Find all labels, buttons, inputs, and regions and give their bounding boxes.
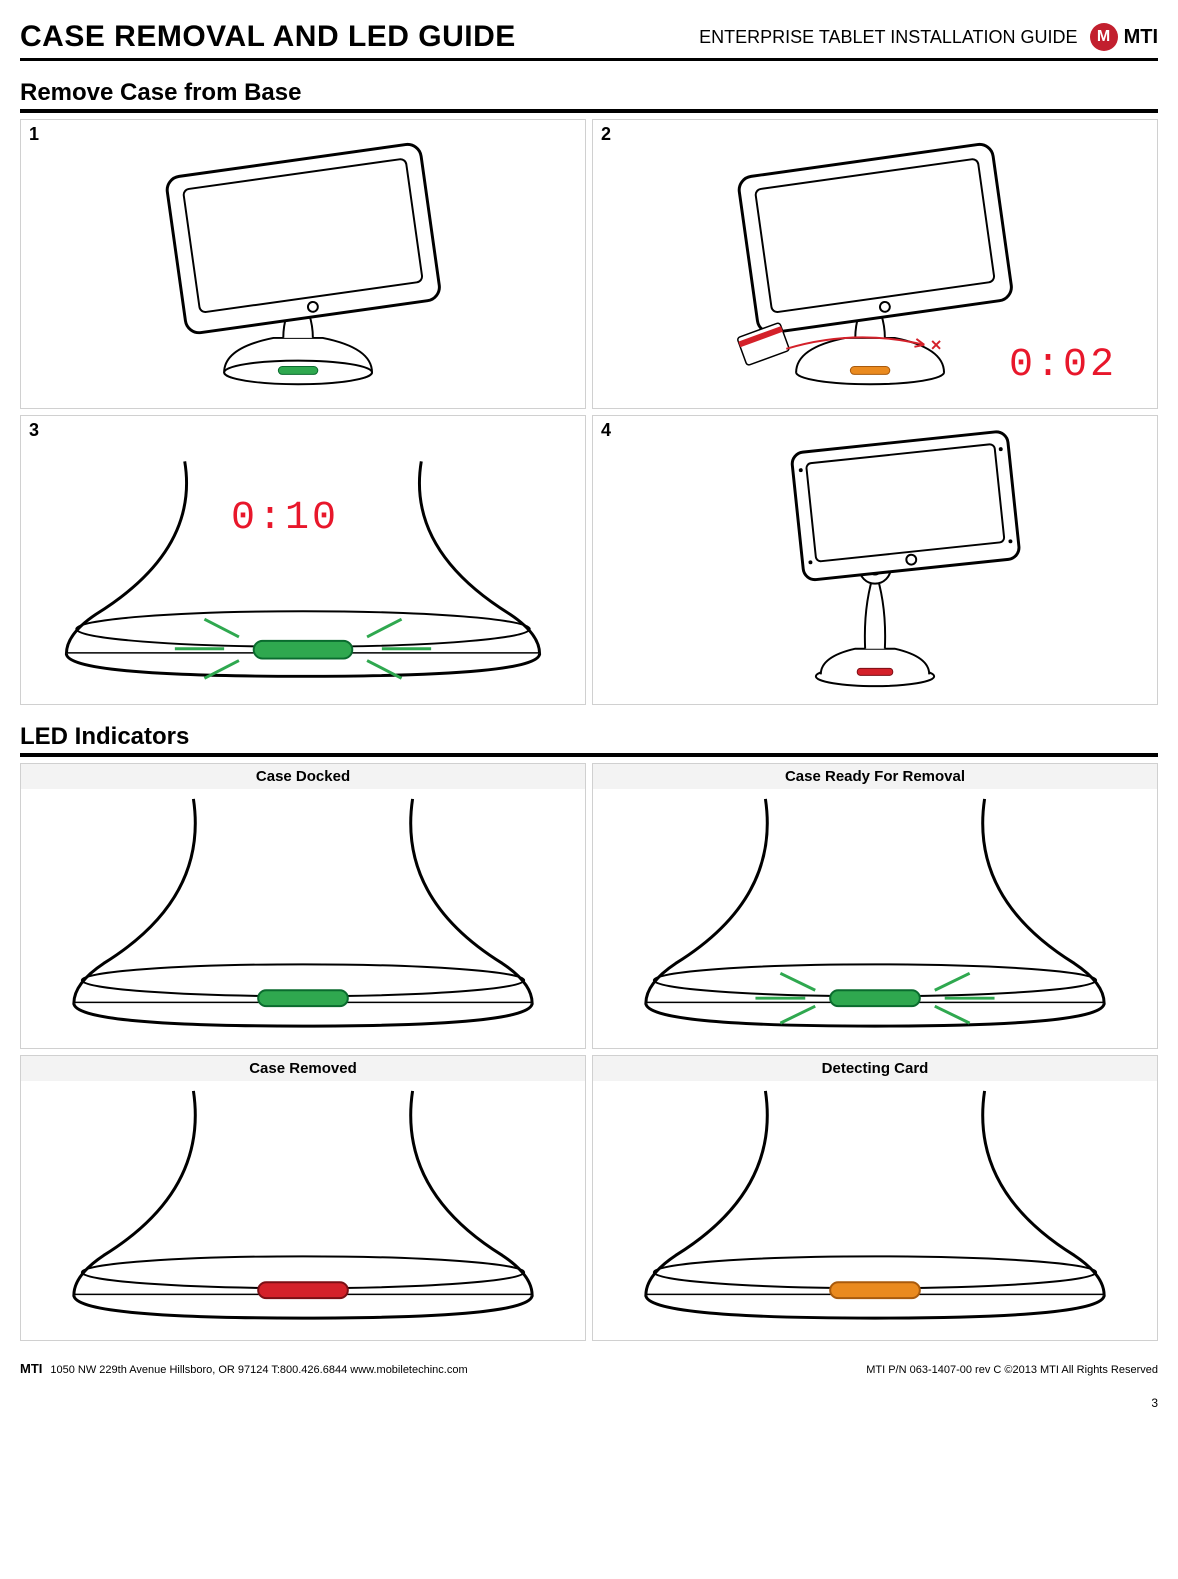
step-1-illustration xyxy=(27,126,579,402)
step-4-panel: 4 xyxy=(592,415,1158,705)
header: CASE REMOVAL AND LED GUIDE ENTERPRISE TA… xyxy=(20,20,1158,61)
step-number: 4 xyxy=(601,420,611,441)
page-number: 3 xyxy=(1151,1396,1158,1410)
step-4-illustration xyxy=(599,422,1151,698)
section-remove-title: Remove Case from Base xyxy=(20,79,1158,113)
led-docked-illustration xyxy=(21,789,585,1048)
led-ready: Case Ready For Removal xyxy=(592,763,1158,1049)
header-right: ENTERPRISE TABLET INSTALLATION GUIDE M M… xyxy=(699,23,1158,51)
led-removed: Case Removed xyxy=(20,1055,586,1341)
step-number: 2 xyxy=(601,124,611,145)
page: CASE REMOVAL AND LED GUIDE ENTERPRISE TA… xyxy=(0,0,1178,1416)
step-3-illustration xyxy=(27,422,579,698)
led-detect-label: Detecting Card xyxy=(592,1055,1158,1081)
led-detect: Detecting Card xyxy=(592,1055,1158,1341)
led-docked: Case Docked xyxy=(20,763,586,1049)
led-ready-illustration xyxy=(593,789,1157,1048)
section-led-title: LED Indicators xyxy=(20,723,1158,757)
brand-logo: M MTI xyxy=(1090,23,1158,51)
step-3-panel: 3 0:10 xyxy=(20,415,586,705)
led-removed-illustration xyxy=(21,1081,585,1340)
footer-address: 1050 NW 229th Avenue Hillsboro, OR 97124… xyxy=(50,1364,467,1376)
footer-brand: MTI xyxy=(20,1361,42,1376)
step-2-panel: 2 0:02 xyxy=(592,119,1158,409)
footer-rights: MTI P/N 063-1407-00 rev C ©2013 MTI All … xyxy=(866,1364,1158,1376)
led-detect-illustration xyxy=(593,1081,1157,1340)
led-docked-label: Case Docked xyxy=(20,763,586,789)
step-3-timer: 0:10 xyxy=(231,496,339,541)
remove-steps-grid: 1 2 xyxy=(20,119,1158,705)
led-removed-label: Case Removed xyxy=(20,1055,586,1081)
logo-mark-icon: M xyxy=(1090,23,1118,51)
step-number: 1 xyxy=(29,124,39,145)
led-grid: Case Docked Case Ready For Removal xyxy=(20,763,1158,1341)
step-1-panel: 1 xyxy=(20,119,586,409)
footer: MTI 1050 NW 229th Avenue Hillsboro, OR 9… xyxy=(20,1361,1158,1376)
doc-subtitle: ENTERPRISE TABLET INSTALLATION GUIDE xyxy=(699,27,1077,48)
step-2-timer: 0:02 xyxy=(1009,343,1117,388)
step-number: 3 xyxy=(29,420,39,441)
led-ready-label: Case Ready For Removal xyxy=(592,763,1158,789)
brand-text: MTI xyxy=(1124,26,1158,49)
page-title: CASE REMOVAL AND LED GUIDE xyxy=(20,20,516,54)
